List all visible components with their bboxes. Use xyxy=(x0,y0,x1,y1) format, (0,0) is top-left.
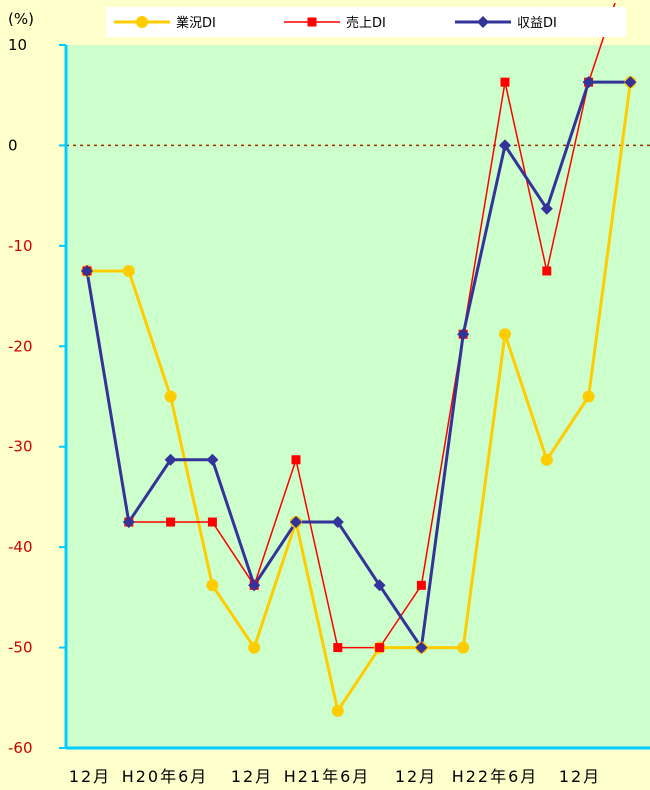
data-point xyxy=(291,455,301,465)
data-point xyxy=(164,390,177,403)
legend-label-2: 収益DI xyxy=(517,16,557,31)
x-tick-label: 12月 xyxy=(559,767,601,786)
x-tick-label: H21年6月 xyxy=(284,767,371,786)
data-point xyxy=(207,517,217,527)
data-point xyxy=(415,641,428,654)
legend-box xyxy=(106,7,626,37)
legend-label-0: 業況DI xyxy=(176,15,216,31)
data-point xyxy=(457,641,470,654)
x-tick-label: H20年6月 xyxy=(122,767,209,786)
data-point xyxy=(248,641,261,654)
data-point xyxy=(416,580,426,590)
data-point xyxy=(542,266,552,276)
data-point xyxy=(375,643,385,653)
data-point xyxy=(331,704,344,717)
axes xyxy=(64,45,650,750)
data-point xyxy=(540,453,553,466)
x-tick-label: H22年6月 xyxy=(452,767,539,786)
series-line-1 xyxy=(86,3,616,649)
data-point xyxy=(582,76,595,89)
legend-marker xyxy=(307,17,317,27)
x-tick-label: 12月 xyxy=(395,767,437,786)
y-tick-label: -10 xyxy=(8,237,33,255)
y-axis-label: (%) xyxy=(8,10,34,28)
series-line-2 xyxy=(85,80,631,650)
data-point xyxy=(206,453,219,466)
x-tick-label: 12月 xyxy=(69,767,111,786)
x-axis-ticks: 12月 H20年6月 12月 H21年6月 12月 H22年6月 12月 xyxy=(69,767,601,786)
data-point xyxy=(81,264,93,277)
y-tick-label: 0 xyxy=(8,136,18,154)
series-line-0 xyxy=(87,81,632,713)
y-tick-label: -50 xyxy=(8,639,33,657)
data-point xyxy=(540,202,553,215)
legend-marker xyxy=(477,16,489,28)
legend-label-1: 売上DI xyxy=(346,15,386,31)
data-point xyxy=(457,328,470,341)
data-point xyxy=(500,77,510,87)
data-point xyxy=(122,516,135,529)
data-point xyxy=(122,264,135,277)
data-point xyxy=(333,643,343,653)
data-point xyxy=(499,328,511,341)
data-point xyxy=(290,516,302,529)
data-point xyxy=(206,579,219,592)
x-tick-label: 12月 xyxy=(231,767,273,786)
data-point xyxy=(166,517,176,527)
y-tick-label: -40 xyxy=(8,538,33,556)
y-tick-label: -30 xyxy=(8,438,33,456)
y-tick-label: -60 xyxy=(8,739,33,757)
y-axis-ticks: 10 0 -10 -20 -30 -40 -50 -60 xyxy=(8,36,66,757)
data-point xyxy=(164,453,177,466)
legend-marker xyxy=(136,16,148,28)
legend: 業況DI 売上DI 収益DI xyxy=(106,7,626,37)
data-point xyxy=(582,390,595,403)
data-point xyxy=(499,139,511,152)
data-point xyxy=(373,579,386,592)
data-point xyxy=(624,76,637,89)
plot-area xyxy=(66,45,650,748)
data-point xyxy=(331,516,344,529)
series-lines xyxy=(81,3,637,717)
data-point xyxy=(248,579,261,592)
y-tick-label: 10 xyxy=(8,36,27,54)
y-tick-label: -20 xyxy=(8,337,33,355)
